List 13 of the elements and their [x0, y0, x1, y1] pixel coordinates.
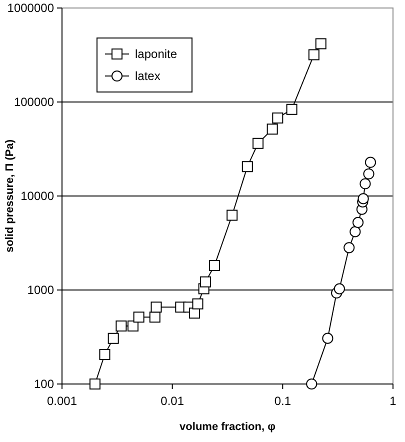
y-tick-label: 100000: [14, 94, 54, 109]
x-tick-label: 0.001: [46, 394, 78, 408]
y-tick-label: 1000000: [7, 0, 54, 15]
y-axis-title: solid pressure, Π (Pa): [4, 139, 16, 253]
y-tick-label: 1000: [27, 282, 54, 297]
y-tick-label: 100: [34, 376, 54, 391]
x-axis-title: volume fraction, φ: [180, 421, 276, 433]
y-tick-label: 10000: [20, 188, 54, 203]
legend-label: latex: [135, 69, 160, 84]
x-tick-label: 1: [390, 394, 397, 408]
x-tick-label: 0.01: [160, 394, 184, 408]
legend-label: laponite: [135, 47, 178, 62]
x-tick-label: 0.1: [274, 394, 292, 408]
